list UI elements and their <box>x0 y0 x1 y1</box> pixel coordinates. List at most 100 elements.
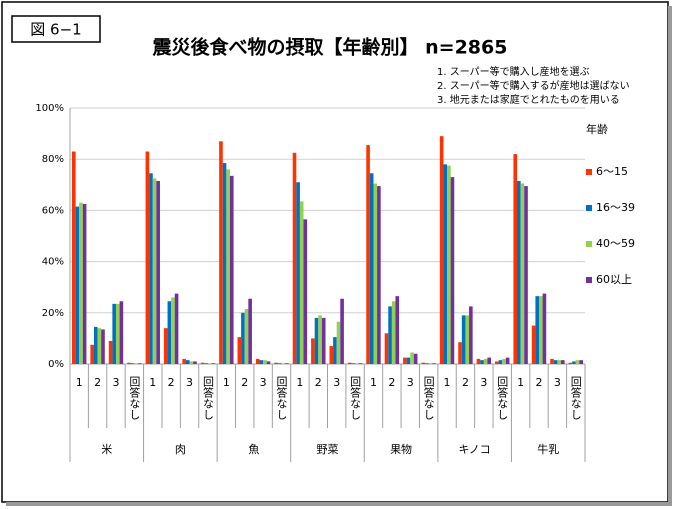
bar <box>266 361 271 364</box>
x-tick-label: 1 <box>444 376 451 389</box>
bar <box>469 306 473 364</box>
x-tick-label: 回答なし <box>275 376 288 420</box>
x-tick-label: 回答なし <box>349 376 362 420</box>
bar <box>200 362 205 364</box>
y-tick-label: 100% <box>35 103 64 114</box>
bar <box>432 363 436 364</box>
x-tick-label: 1 <box>517 376 524 389</box>
bar <box>542 293 547 364</box>
x-tick-label: 回答なし <box>201 376 214 420</box>
bar <box>204 363 208 364</box>
bar <box>355 363 359 364</box>
bar <box>373 183 378 364</box>
bar <box>134 363 138 364</box>
bar <box>520 183 525 364</box>
legend-marker <box>586 205 592 211</box>
bar <box>531 325 536 364</box>
x-tick-label: 2 <box>241 376 248 389</box>
bar <box>119 301 124 364</box>
bar <box>413 353 418 364</box>
bar <box>377 186 381 364</box>
bar <box>90 344 94 364</box>
bar <box>207 363 212 364</box>
bar <box>321 317 326 364</box>
y-tick-label: 20% <box>42 308 64 319</box>
bar <box>226 169 230 364</box>
bar <box>480 360 484 364</box>
bar <box>296 182 300 364</box>
group-label: 魚 <box>248 443 259 456</box>
bar <box>189 361 194 364</box>
bar <box>152 178 157 364</box>
bar <box>82 204 87 364</box>
group-label: 肉 <box>175 443 186 456</box>
bar <box>244 308 249 364</box>
bar <box>277 363 282 364</box>
legend-label: 60以上 <box>596 273 632 286</box>
legend-marker <box>586 169 592 175</box>
bar <box>575 360 580 364</box>
bar <box>333 337 337 364</box>
bar <box>458 342 462 364</box>
bar <box>115 303 120 364</box>
bar <box>347 362 352 364</box>
group-label: 果物 <box>390 442 412 456</box>
bar <box>311 338 315 364</box>
bar <box>579 360 584 364</box>
x-tick-label: 1 <box>296 376 303 389</box>
frame <box>1 1 669 503</box>
legend-label: 16～39 <box>596 201 635 214</box>
x-tick-label: 2 <box>462 376 469 389</box>
x-tick-label: 3 <box>554 376 561 389</box>
bar <box>513 154 518 364</box>
x-tick-label: 3 <box>480 376 487 389</box>
bar <box>108 340 113 364</box>
bar <box>237 337 242 364</box>
bar <box>75 206 80 364</box>
figure-label-box <box>11 15 101 43</box>
bar <box>391 301 396 364</box>
bar <box>557 360 562 364</box>
note: 2. スーパー等で購入するが産地は選ばない <box>437 79 630 92</box>
bar <box>428 363 433 364</box>
bar <box>461 315 466 364</box>
x-tick-label: 回答なし <box>128 376 141 420</box>
x-tick-label: 1 <box>370 376 377 389</box>
x-tick-label: 2 <box>168 376 175 389</box>
bar <box>443 164 448 364</box>
bar <box>97 328 102 364</box>
group-label: 牛乳 <box>537 442 559 456</box>
bar <box>299 201 304 364</box>
legend-title: 年齢 <box>586 122 608 136</box>
bar <box>410 352 414 364</box>
x-tick-label: 3 <box>112 376 119 389</box>
x-tick-label: 3 <box>260 376 267 389</box>
bar <box>340 298 344 364</box>
bar <box>281 363 286 364</box>
bar <box>388 306 392 364</box>
bar <box>550 358 554 364</box>
group-label: 米 <box>101 443 112 456</box>
bar <box>163 328 168 364</box>
bar <box>366 145 370 364</box>
y-tick-label: 40% <box>42 257 64 268</box>
bar <box>502 358 506 364</box>
bar <box>487 357 492 364</box>
bar <box>524 186 528 364</box>
shadow <box>6 502 672 506</box>
bar <box>145 151 150 364</box>
bar <box>314 317 319 364</box>
bar <box>274 362 278 364</box>
bar <box>185 360 190 364</box>
legend-label: 6～15 <box>596 165 628 178</box>
bar <box>568 362 573 364</box>
bar <box>336 321 341 364</box>
bar <box>483 358 488 364</box>
x-tick-label: 回答なし <box>496 376 509 420</box>
bar <box>130 363 135 364</box>
bar <box>222 163 227 364</box>
bar <box>358 363 363 364</box>
bar <box>553 360 558 364</box>
bar <box>167 301 172 364</box>
bar <box>219 141 223 364</box>
